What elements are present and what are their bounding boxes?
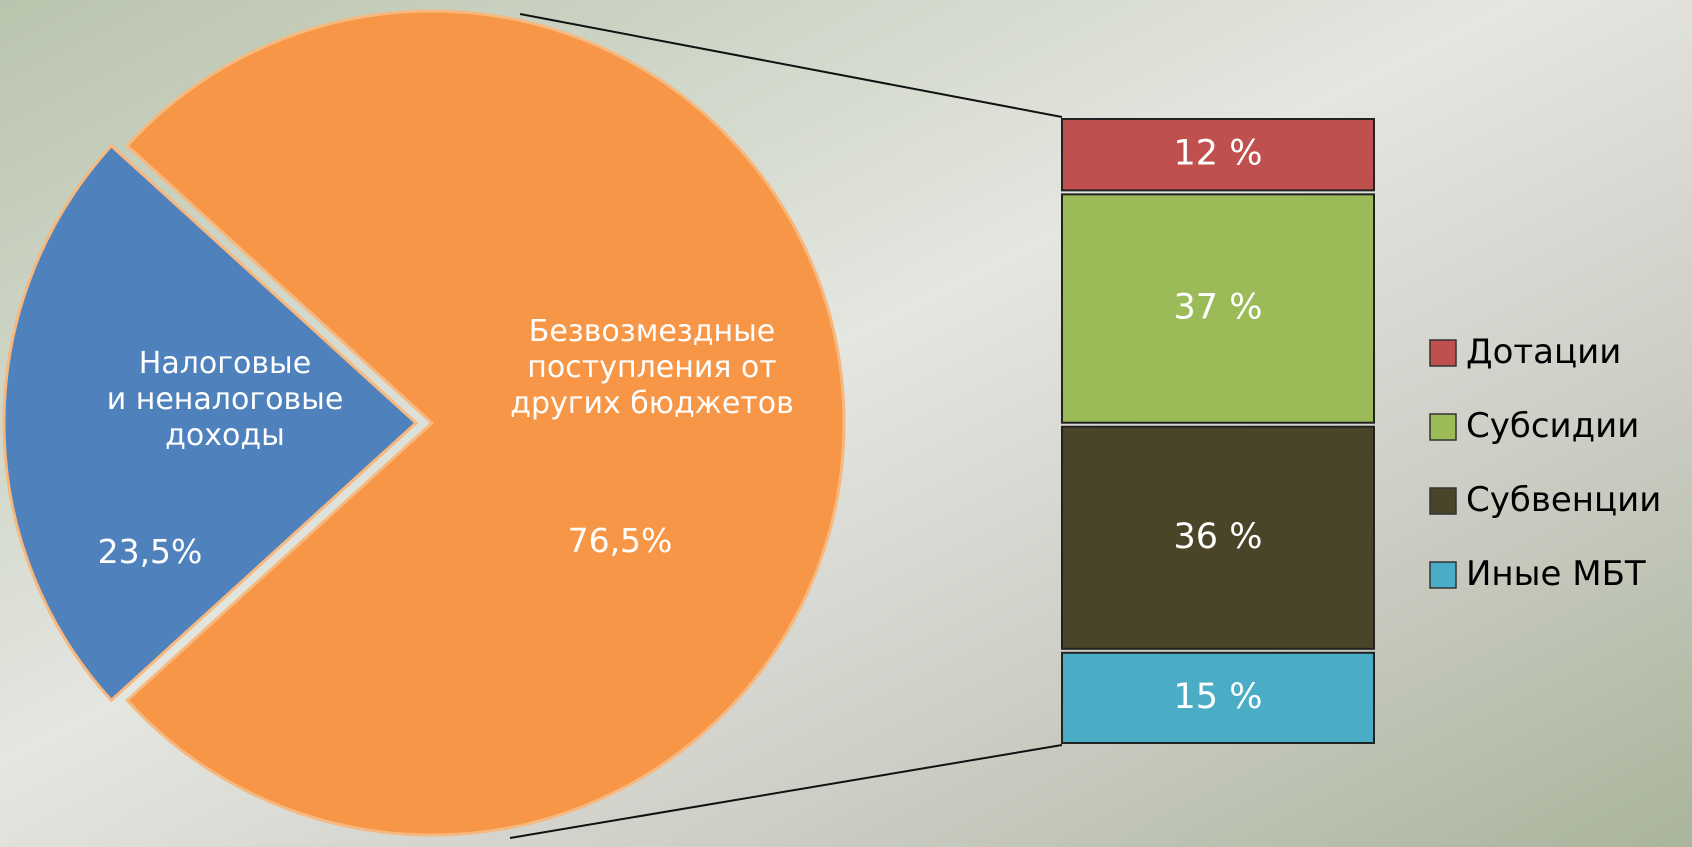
chart: Налоговыеи неналоговыедоходы23,5%Безвозм… <box>0 0 1692 847</box>
legend-swatch <box>1430 562 1456 588</box>
legend-swatch <box>1430 414 1456 440</box>
bar-value-label: 36 % <box>1174 517 1263 557</box>
slice-value-label: 76,5% <box>568 521 673 560</box>
legend-label: Субсидии <box>1466 406 1639 446</box>
bar-value-label: 15 % <box>1174 677 1263 717</box>
page: Налоговыеи неналоговыедоходы23,5%Безвозм… <box>0 0 1692 847</box>
legend-swatch <box>1430 340 1456 366</box>
slice-value-label: 23,5% <box>98 532 203 571</box>
bar-value-label: 37 % <box>1174 288 1263 328</box>
bar-value-label: 12 % <box>1174 134 1263 174</box>
legend-label: Дотации <box>1466 332 1621 372</box>
legend-swatch <box>1430 488 1456 514</box>
legend-label: Субвенции <box>1466 480 1661 520</box>
legend-label: Иные МБТ <box>1466 554 1646 594</box>
